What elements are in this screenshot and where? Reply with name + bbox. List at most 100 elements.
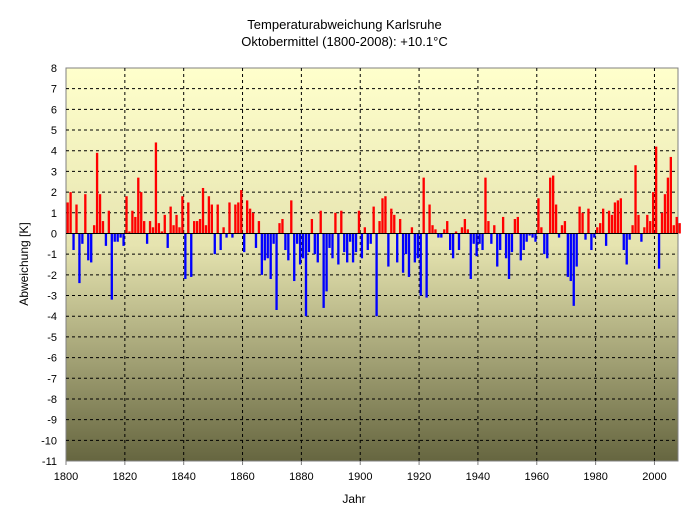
bar-1948: [501, 216, 505, 234]
bar-1866: [260, 233, 264, 275]
bar-1979: [593, 233, 596, 238]
bar-1905: [375, 233, 378, 317]
bar-1899: [357, 210, 361, 234]
plot-area: [65, 67, 679, 462]
bar-2001: [657, 233, 661, 269]
bar-1981: [599, 223, 602, 234]
bar-1832: [160, 231, 163, 234]
bar-1916: [407, 233, 411, 277]
bar-1970: [566, 233, 570, 277]
bar-1909: [387, 233, 390, 267]
bar-1809: [92, 225, 96, 234]
bar-1962: [543, 233, 546, 255]
bar-1922: [425, 233, 428, 298]
bar-2007: [675, 216, 678, 234]
bar-1971: [569, 233, 572, 282]
y-tick-label: 8: [51, 63, 57, 75]
y-tick-label: 6: [51, 104, 57, 116]
bar-1997: [646, 214, 649, 234]
bar-1874: [284, 233, 287, 251]
y-tick-label: -5: [47, 332, 57, 344]
bar-1818: [119, 233, 122, 238]
bar-1973: [575, 233, 578, 267]
bar-1998: [649, 221, 652, 234]
bar-2006: [672, 225, 675, 234]
x-tick-label: 1960: [525, 471, 549, 483]
bar-1990: [625, 233, 628, 265]
y-axis: 8 7 6 5 4 3 2 1 0 -1 -2 -3 -4 -5 -6 -7 -8 -9 -10 -11: [41, 63, 57, 468]
bar-1835: [169, 206, 172, 234]
bar-1992: [631, 225, 634, 234]
bar-1816: [113, 233, 116, 242]
bar-1926: [437, 233, 440, 238]
bar-1822: [131, 210, 134, 234]
bar-1982: [602, 208, 605, 234]
y-tick-label: -9: [47, 415, 57, 427]
bar-1846: [201, 187, 205, 234]
bar-1906: [378, 221, 381, 234]
x-tick-label: 2000: [642, 471, 666, 483]
x-tick-label: 1840: [171, 471, 195, 483]
x-tick-label: 1860: [230, 471, 254, 483]
y-tick-label: 5: [51, 125, 57, 137]
bar-1914: [401, 233, 405, 273]
x-tick-label: 1880: [289, 471, 313, 483]
y-tick-label: -11: [42, 456, 57, 468]
bar-1918: [413, 233, 417, 263]
bar-1966: [554, 204, 558, 234]
y-tick-label: -4: [47, 311, 57, 323]
bar-1907: [381, 198, 384, 234]
bar-1828: [148, 221, 152, 234]
bar-1854: [225, 233, 228, 238]
bar-1842: [190, 233, 193, 277]
bar-1910: [390, 208, 393, 234]
bar-1845: [198, 218, 202, 234]
bar-1969: [563, 221, 567, 234]
bar-1963: [546, 233, 549, 259]
bar-1823: [134, 216, 137, 234]
bar-1873: [281, 218, 284, 234]
bar-1945: [493, 225, 496, 234]
bar-1886: [319, 210, 322, 234]
x-tick-label: 1920: [407, 471, 431, 483]
bar-1983: [604, 233, 608, 246]
bar-1991: [628, 233, 631, 240]
bar-1949: [504, 233, 508, 259]
bar-1933: [457, 233, 461, 251]
bar-1978: [590, 233, 593, 251]
bar-1889: [328, 233, 331, 248]
y-tick-label: 1: [51, 208, 57, 220]
y-tick-label: -3: [47, 291, 57, 303]
bar-1975: [581, 212, 584, 234]
bar-1862: [248, 208, 252, 234]
bar-1942: [484, 177, 487, 234]
bar-1954: [519, 233, 522, 261]
bar-1817: [116, 233, 119, 242]
bar-1883: [310, 218, 314, 234]
bar-1847: [204, 225, 208, 234]
bar-1891: [334, 212, 337, 234]
x-axis: 1800 1820 1840 1860 1880 1900 1920 1940 1960 1980…: [54, 461, 667, 483]
bar-1944: [490, 233, 493, 244]
bar-1984: [607, 210, 611, 234]
bar-1885: [316, 233, 319, 263]
bar-1881: [304, 233, 308, 317]
bar-1953: [516, 216, 519, 234]
y-tick-label: -10: [41, 435, 57, 447]
y-tick-label: 7: [51, 84, 57, 96]
bar-1830: [154, 142, 158, 234]
bar-1996: [643, 227, 646, 234]
bar-1826: [143, 221, 146, 234]
bar-1988: [619, 198, 622, 234]
bar-1959: [534, 233, 537, 242]
bar-1875: [287, 233, 290, 261]
bar-1911: [393, 214, 396, 234]
bar-1896: [348, 233, 352, 242]
bar-1824: [137, 177, 140, 234]
bar-1927: [440, 233, 443, 238]
y-tick-label: 3: [51, 166, 57, 178]
bar-1904: [372, 206, 375, 234]
bar-1908: [384, 196, 387, 234]
bar-1810: [95, 152, 99, 234]
